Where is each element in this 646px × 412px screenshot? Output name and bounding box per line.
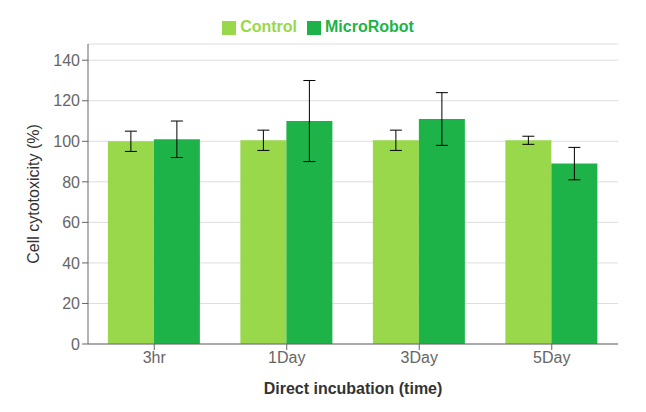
svg-text:60: 60 [62,214,80,231]
svg-text:20: 20 [62,295,80,312]
svg-text:5Day: 5Day [533,349,570,366]
svg-text:80: 80 [62,174,80,191]
svg-text:140: 140 [53,52,80,69]
svg-text:Direct incubation (time): Direct incubation (time) [264,380,443,397]
svg-text:0: 0 [71,336,80,353]
svg-text:1Day: 1Day [268,349,305,366]
svg-text:120: 120 [53,92,80,109]
svg-text:3Day: 3Day [401,349,438,366]
svg-text:100: 100 [53,133,80,150]
html-text:Control: Control [240,18,297,35]
svg-text:40: 40 [62,255,80,272]
svg-text:Cell cytotoxicity (%): Cell cytotoxicity (%) [25,124,42,264]
svg-text:3hr: 3hr [143,349,167,366]
html-text:MicroRobot: MicroRobot [325,18,414,35]
